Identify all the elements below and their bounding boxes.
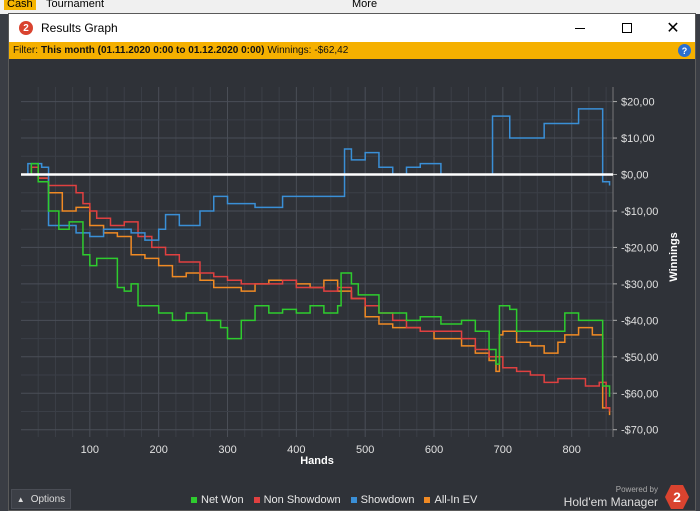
filter-value: This month (01.11.2020 0:00 to 01.12.202… <box>41 45 265 56</box>
app-logo-icon: 2 <box>19 21 33 35</box>
x-axis-ticks: 100 200 300 400 500 600 700 800 <box>81 444 581 456</box>
y-tick-label: $20,00 <box>621 97 655 109</box>
legend-label: Non Showdown <box>263 494 341 506</box>
legend-swatch <box>191 497 197 503</box>
y-tick-label: $0,00 <box>621 170 649 182</box>
y-axis-ticks: $20,00 $10,00 $0,00 -$10,00 -$20,00 -$30,00 -$… <box>613 97 658 437</box>
x-tick-label: 800 <box>563 444 581 456</box>
holdem-manager-logo-icon: 2 <box>665 485 689 509</box>
y-tick-label: -$50,00 <box>621 352 658 364</box>
x-axis-label: Hands <box>300 455 334 467</box>
grid <box>21 87 614 437</box>
results-chart: 100 200 300 400 500 600 700 800 $20,00 $10,00 $0,… <box>9 59 695 491</box>
close-button[interactable]: ✕ <box>653 14 693 42</box>
results-graph-window: 2 Results Graph ✕ Filter: This month (01… <box>8 13 696 511</box>
y-tick-label: -$60,00 <box>621 388 658 400</box>
legend-item-non-showdown[interactable]: Non Showdown <box>253 494 341 506</box>
series-line-showdown <box>21 108 611 241</box>
title-bar[interactable]: 2 Results Graph ✕ <box>9 14 695 42</box>
winnings-value: -$62,42 <box>314 45 349 56</box>
legend-item-net-won[interactable]: Net Won <box>191 494 244 506</box>
legend-swatch <box>350 497 357 503</box>
legend-swatch <box>253 497 260 503</box>
legend-label: Showdown <box>360 494 415 506</box>
y-tick-label: -$10,00 <box>621 206 658 218</box>
bg-tab-more[interactable]: More <box>352 0 378 10</box>
options-label: Options <box>30 493 66 505</box>
y-tick-label: -$70,00 <box>621 425 658 437</box>
background-app-left-edge <box>0 14 8 511</box>
series-line-net-won <box>21 162 611 397</box>
x-tick-label: 300 <box>218 444 236 456</box>
x-tick-label: 400 <box>287 444 305 456</box>
options-button[interactable]: ▲ Options <box>11 489 71 509</box>
x-tick-label: 600 <box>425 444 443 456</box>
minimize-icon <box>575 27 585 29</box>
minimize-button[interactable] <box>560 14 600 42</box>
x-tick-label: 700 <box>494 444 512 456</box>
x-tick-label: 200 <box>149 444 167 456</box>
legend-item-showdown[interactable]: Showdown <box>350 494 415 506</box>
legend-item-all-in-ev[interactable]: All-In EV <box>424 494 477 506</box>
bg-tab-cash[interactable]: Cash <box>4 0 36 10</box>
x-tick-label: 100 <box>81 444 99 456</box>
results-chart-svg: 100 200 300 400 500 600 700 800 $20,00 $10,00 $0,… <box>21 87 680 467</box>
y-tick-label: $10,00 <box>621 133 655 145</box>
bottom-bar: ▲ Options Net Won Non Showdown Showdown … <box>9 485 695 511</box>
bg-tab-tournament[interactable]: Tournament <box>46 0 105 10</box>
window-title: Results Graph <box>41 21 118 35</box>
y-tick-label: -$30,00 <box>621 279 658 291</box>
maximize-button[interactable] <box>607 14 647 42</box>
y-tick-label: -$40,00 <box>621 315 658 327</box>
series-lines <box>21 108 611 416</box>
help-icon[interactable]: ? <box>678 44 691 57</box>
legend-label: Net Won <box>201 494 244 506</box>
x-tick-label: 500 <box>356 444 374 456</box>
winnings-label: Winnings: <box>267 45 312 56</box>
brand-name: Hold'em Manager <box>563 495 658 509</box>
legend: Net Won Non Showdown Showdown All-In EV <box>191 494 487 506</box>
filter-bar[interactable]: Filter: This month (01.11.2020 0:00 to 0… <box>9 42 695 59</box>
close-icon: ✕ <box>666 20 680 37</box>
y-axis-label: Winnings <box>668 232 680 281</box>
maximize-icon <box>622 23 632 33</box>
series-line-non-showdown <box>21 166 611 412</box>
series-line-all-in-ev <box>21 166 611 416</box>
powered-by-text: Powered by <box>615 485 658 494</box>
background-app-tabbar: Cash Tournament More <box>0 0 700 14</box>
plot-background <box>21 87 613 437</box>
legend-label: All-In EV <box>434 494 478 506</box>
chevron-up-icon: ▲ <box>16 494 25 504</box>
background-app-right-edge <box>692 14 700 511</box>
legend-swatch <box>424 497 431 503</box>
filter-label: Filter: <box>13 45 38 56</box>
y-tick-label: -$20,00 <box>621 242 658 254</box>
